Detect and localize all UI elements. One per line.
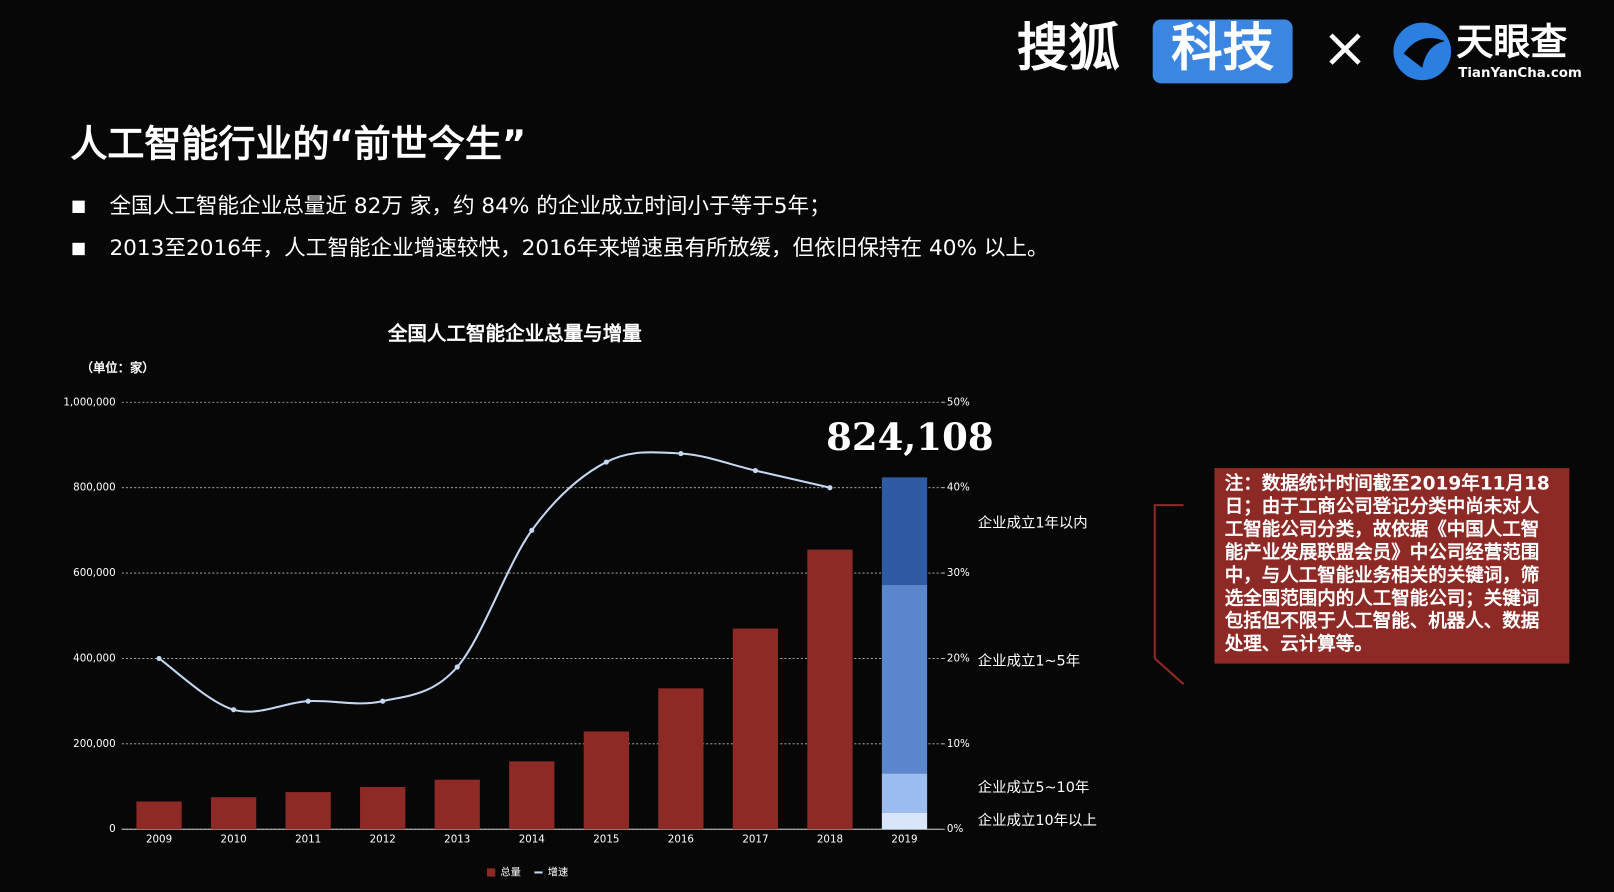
x-tick-label: 2012	[370, 834, 396, 846]
line	[158, 451, 831, 713]
logo-icon-cut	[1403, 37, 1445, 68]
x-tick-label: 2019	[891, 834, 917, 846]
line-point	[305, 698, 311, 704]
stacked-segment	[881, 812, 928, 830]
y-tick-label: 800,000	[73, 482, 115, 494]
y2-tick-label: 50%	[947, 396, 970, 408]
bullet-text: 2013至2016年，人工智能企业增速较快，2016年来增速虽有所放缓，但依旧保…	[109, 236, 1048, 261]
x-tick-label: 2015	[593, 834, 619, 846]
x-tick-label: 2014	[519, 834, 545, 846]
note-line: 能产业发展联盟会员》中公司经营范围	[1225, 541, 1540, 563]
logo-times: ×	[1322, 16, 1369, 81]
bar	[807, 549, 853, 830]
y-tick-label: 600,000	[73, 567, 115, 579]
line-point	[827, 485, 833, 491]
y2-tick-label: 0%	[947, 823, 964, 835]
y2-tick-label: 10%	[947, 738, 970, 750]
legend-label: 增速	[548, 865, 569, 878]
note-box	[1214, 468, 1570, 664]
bar	[509, 761, 555, 830]
x-tick-label: 2016	[668, 834, 694, 846]
slide-title: 人工智能行业的“前世今生”	[70, 123, 526, 166]
line-point	[380, 698, 386, 704]
x-tick-label: 2017	[742, 834, 768, 846]
logo-sohu: 搜狐	[1017, 18, 1120, 78]
note-line: 处理、云计算等。	[1224, 633, 1373, 655]
logo-box	[1152, 19, 1293, 84]
x-tick-label: 2009	[146, 834, 172, 846]
bar	[658, 688, 704, 830]
x-tick-label: 2010	[221, 834, 247, 846]
segment-label: 企业成立1~5年	[978, 652, 1080, 670]
line-point	[752, 468, 758, 474]
note-line: 包括但不限于人工智能、机器人、数据	[1225, 610, 1540, 632]
line-point	[454, 664, 460, 670]
line-point	[678, 450, 684, 457]
y-axis-label: （单位：家）	[81, 360, 155, 375]
stacked-segment	[881, 585, 928, 774]
segment-label: 企业成立10年以上	[978, 811, 1097, 829]
note-line: 日；由于工商公司登记分类中尚未对人	[1225, 496, 1540, 518]
bullet-text: 全国人工智能企业总量近 82万 家，约 84% 的企业成立时间小于等于5年；	[109, 194, 830, 219]
note-line: 选全国范围内的人工智能公司；关键词	[1225, 587, 1540, 609]
line-point	[231, 707, 237, 713]
legend-label: 总量	[500, 865, 521, 878]
x-tick-label: 2013	[444, 834, 470, 846]
segment-label: 企业成立1年以内	[978, 514, 1088, 532]
bullet-marker	[72, 242, 85, 256]
bullet-marker	[72, 200, 85, 213]
bar	[583, 731, 629, 830]
y-tick-label: 1,000,000	[63, 396, 115, 408]
y2-tick-label: 20%	[947, 652, 970, 664]
logo-url: TianYanCha.com	[1458, 66, 1582, 81]
chart-title: 全国人工智能企业总量与增量	[387, 322, 642, 345]
bar	[210, 797, 257, 830]
x-tick-label: 2018	[817, 834, 843, 846]
y-tick-label: 400,000	[73, 652, 115, 664]
line-point	[603, 459, 609, 465]
total-label: 824,108	[826, 415, 993, 459]
note-line: 中，与人工智能业务相关的关键词，筛	[1225, 564, 1540, 586]
y2-tick-label: 30%	[947, 567, 970, 579]
bar	[434, 779, 480, 830]
line-point	[529, 527, 535, 533]
line-point	[156, 655, 162, 662]
bar	[732, 628, 779, 830]
stacked-segment	[881, 773, 928, 813]
y2-tick-label: 40%	[947, 482, 970, 494]
bar	[285, 792, 331, 830]
bar	[136, 801, 182, 830]
segment-label: 企业成立5~10年	[978, 778, 1089, 796]
legend-swatch	[487, 868, 496, 877]
note-line: 注：数据统计时间截至2019年11月18	[1225, 473, 1550, 495]
stacked-segment	[881, 477, 928, 586]
logo-keji: 科技	[1171, 18, 1274, 78]
note-bracket	[1153, 504, 1185, 685]
y-tick-label: 0	[109, 823, 116, 835]
bar	[360, 786, 406, 830]
logo-tianyancha: 天眼查	[1456, 21, 1567, 64]
x-tick-label: 2011	[295, 834, 321, 846]
y-tick-label: 200,000	[73, 738, 115, 750]
note-line: 工智能公司分类，故依据《中国人工智	[1225, 518, 1540, 540]
